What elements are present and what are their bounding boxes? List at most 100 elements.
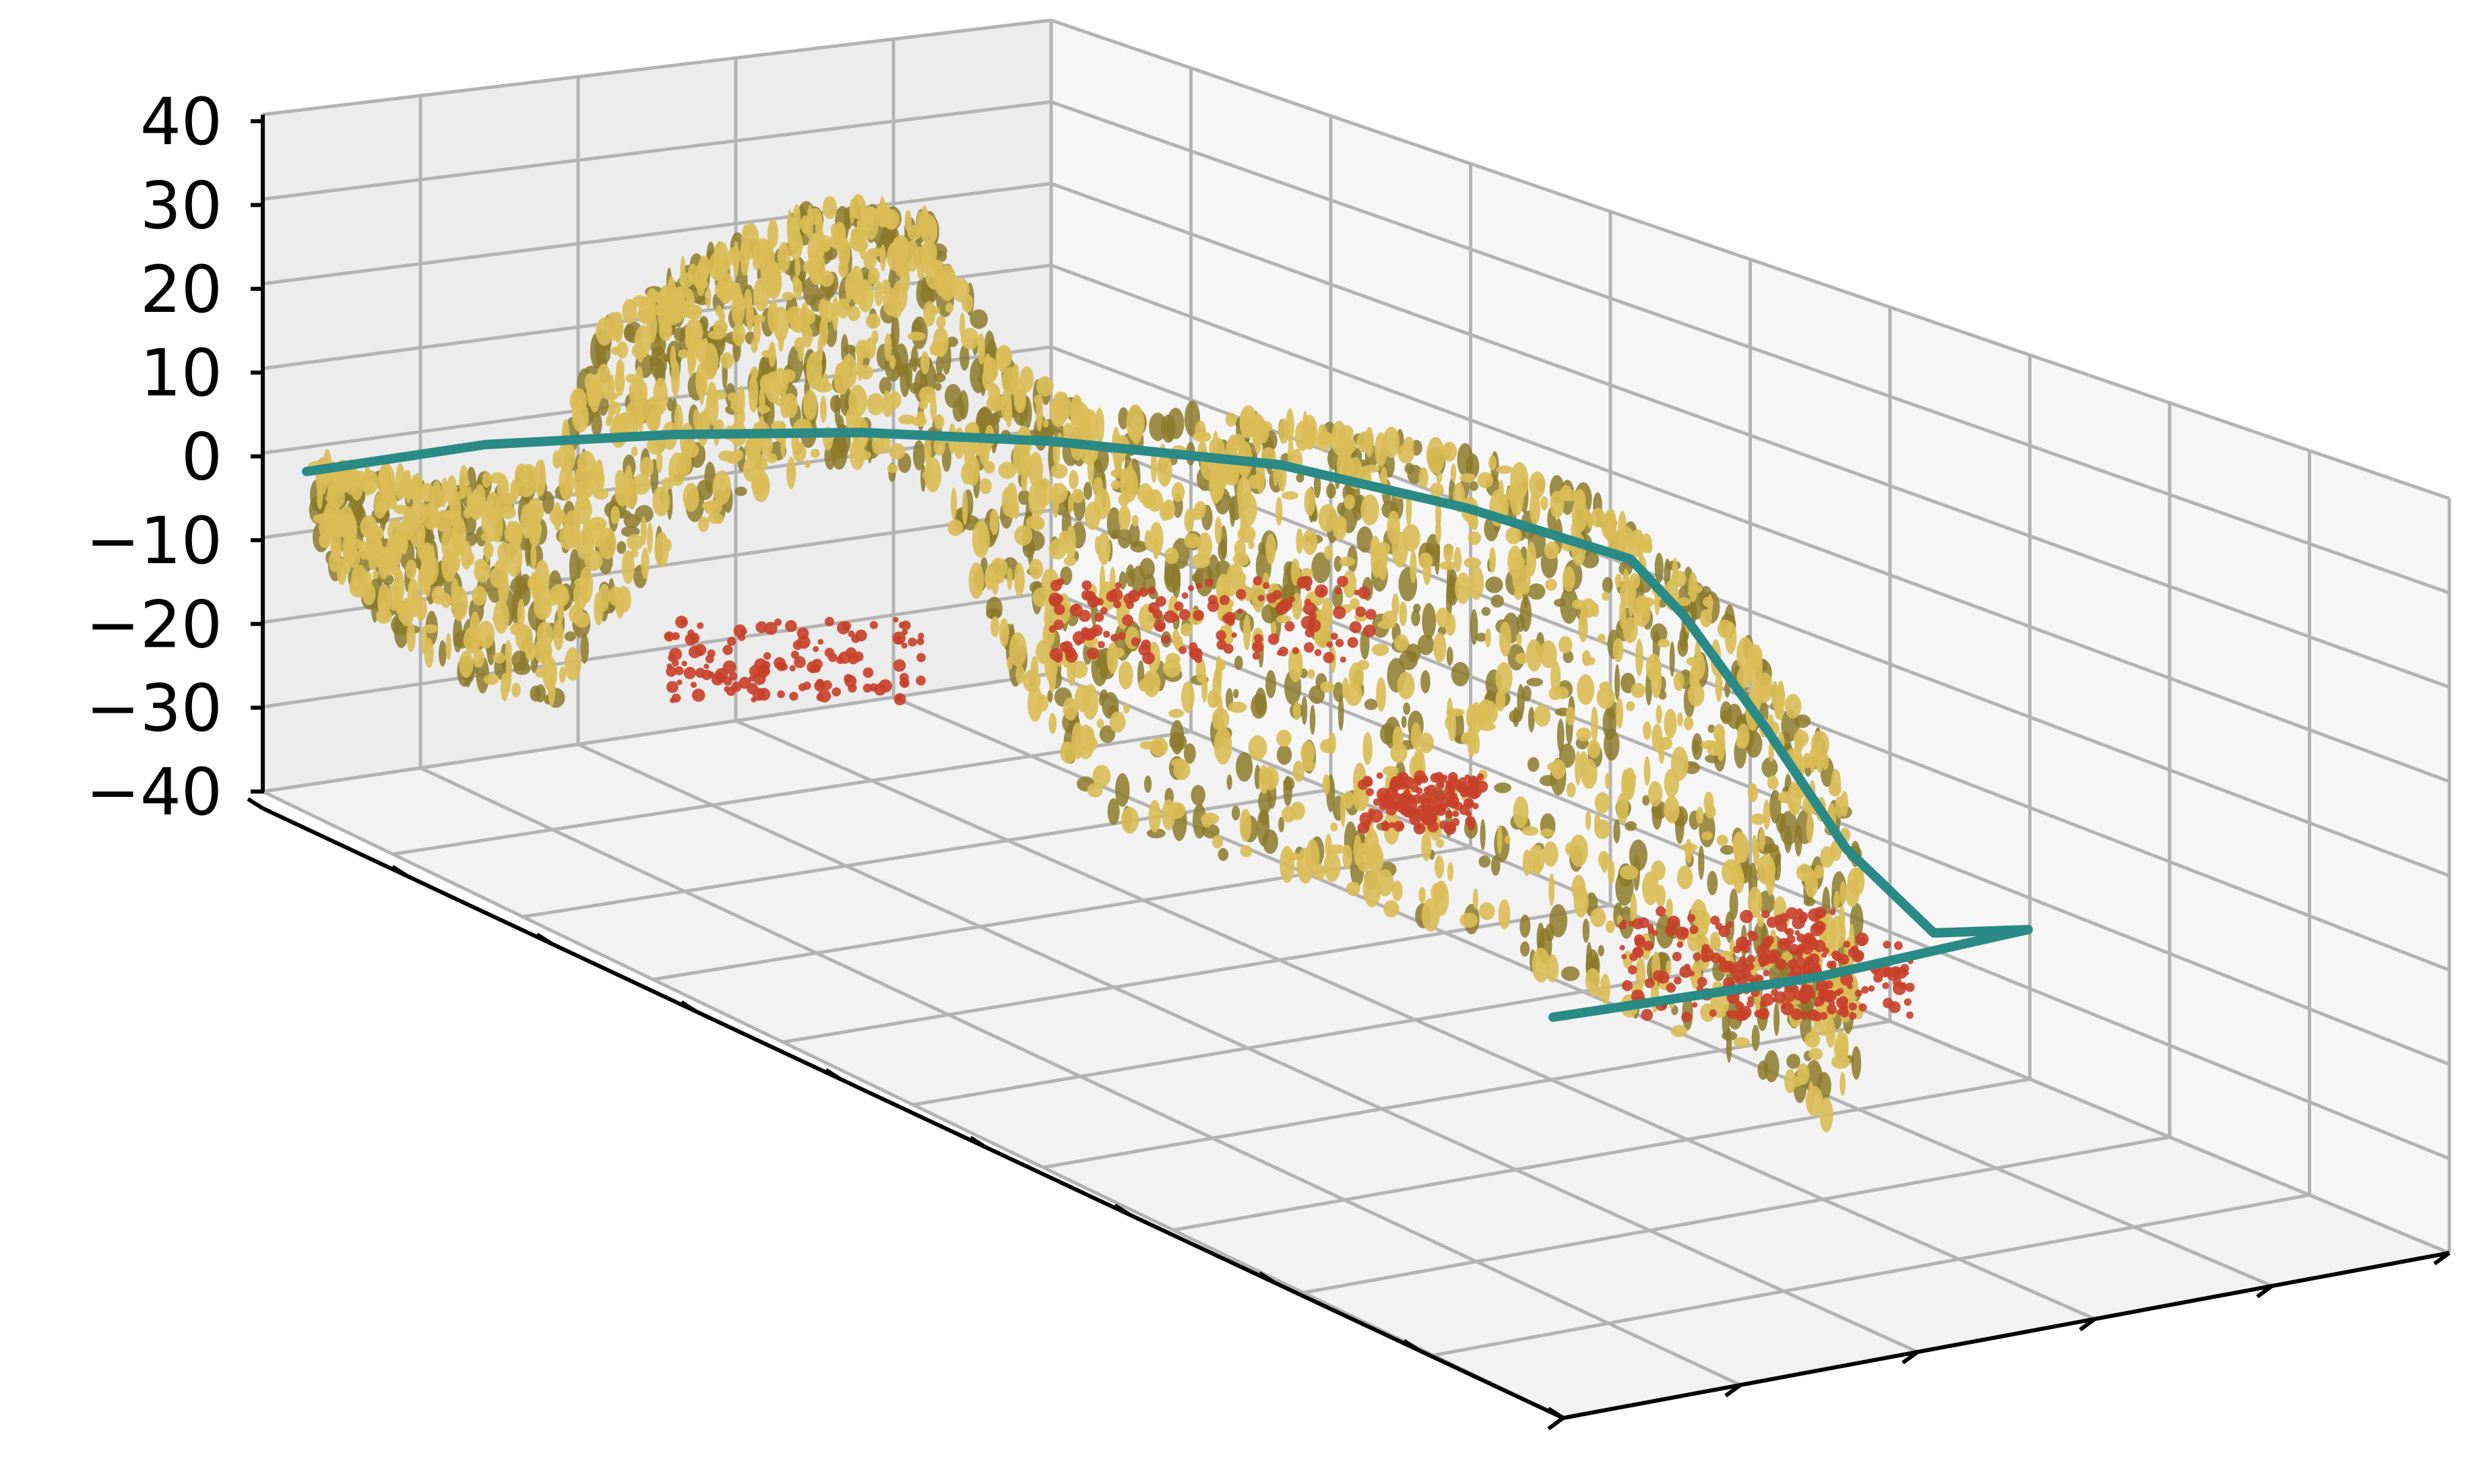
cloud-point xyxy=(1478,902,1495,920)
outlier-point xyxy=(1059,641,1070,652)
cloud-point xyxy=(1118,661,1133,690)
cloud-point xyxy=(1317,432,1335,445)
cloud-point xyxy=(947,519,964,536)
cloud-point xyxy=(1015,665,1025,684)
outlier-point xyxy=(1667,915,1680,929)
cloud-point xyxy=(698,516,710,532)
cloud-point xyxy=(1069,470,1079,490)
cloud-point xyxy=(407,578,419,608)
cloud-point xyxy=(746,299,754,332)
outlier-point xyxy=(1817,989,1830,1001)
cloud-point xyxy=(1418,467,1428,488)
cloud-point xyxy=(1828,782,1842,797)
cloud-point xyxy=(422,624,439,633)
outlier-point xyxy=(803,681,811,690)
cloud-point xyxy=(1242,614,1251,651)
outlier-point xyxy=(1363,777,1373,787)
cloud-point xyxy=(1716,835,1728,846)
cloud-point xyxy=(1417,634,1435,655)
cloud-point xyxy=(1009,379,1017,388)
cloud-point xyxy=(1259,421,1269,444)
outlier-point xyxy=(1718,925,1730,938)
cloud-point xyxy=(718,309,725,325)
cloud-point xyxy=(1594,792,1610,814)
outlier-point xyxy=(1303,642,1315,653)
x-tick-mark xyxy=(1402,1338,1420,1352)
cloud-point xyxy=(1687,928,1700,952)
cloud-point xyxy=(1532,947,1550,983)
outlier-point xyxy=(1813,920,1826,934)
cloud-point xyxy=(1356,431,1373,453)
cloud-point xyxy=(865,313,881,329)
cloud-point xyxy=(886,214,898,230)
cloud-point xyxy=(990,557,1008,579)
cloud-point xyxy=(1643,756,1651,786)
cloud-point xyxy=(868,267,880,285)
outlier-point xyxy=(1385,804,1397,816)
cloud-point xyxy=(1529,490,1541,525)
cloud-point xyxy=(1443,544,1454,562)
cloud-point xyxy=(1761,757,1778,778)
outlier-point xyxy=(1747,962,1755,971)
cloud-point xyxy=(1515,653,1529,664)
outlier-point xyxy=(1782,938,1792,948)
cloud-point xyxy=(1468,566,1484,600)
outlier-point xyxy=(1347,637,1358,648)
cloud-point xyxy=(752,470,770,503)
outlier-point xyxy=(1792,915,1805,930)
cloud-point xyxy=(1144,775,1152,793)
cloud-point xyxy=(1225,412,1237,427)
cloud-point xyxy=(1590,907,1606,928)
outlier-point xyxy=(1693,952,1702,961)
cloud-point xyxy=(879,377,892,395)
cloud-point xyxy=(445,633,451,660)
grid-line-back-horizontal xyxy=(262,590,1052,709)
cloud-point xyxy=(1169,733,1187,751)
cloud-point xyxy=(679,272,694,288)
outlier-point xyxy=(1710,953,1722,964)
outlier-point xyxy=(1807,953,1820,966)
cloud-point xyxy=(1614,573,1623,588)
cloud-point xyxy=(1383,426,1400,458)
outlier-point xyxy=(1069,604,1083,617)
outlier-point xyxy=(1800,938,1811,948)
cloud-point xyxy=(1362,732,1373,765)
cloud-point xyxy=(1324,546,1333,560)
outlier-point xyxy=(893,616,899,623)
outlier-point xyxy=(1289,596,1295,602)
cloud-point xyxy=(1244,587,1253,602)
outlier-point xyxy=(668,653,677,662)
cloud-point xyxy=(1436,472,1443,484)
cloud-point xyxy=(683,482,699,513)
cloud-point xyxy=(1816,756,1824,773)
outlier-point xyxy=(681,660,687,667)
cloud-point xyxy=(1504,835,1511,844)
cloud-point xyxy=(636,339,645,363)
cloud-point xyxy=(1094,656,1102,670)
cloud-point xyxy=(830,224,837,237)
cloud-point xyxy=(822,196,838,220)
cloud-point xyxy=(1623,777,1635,801)
cloud-point xyxy=(1144,530,1152,550)
cloud-point xyxy=(1520,941,1530,957)
cloud-point xyxy=(1371,643,1389,656)
cloud-point xyxy=(912,440,925,471)
outlier-point xyxy=(677,679,683,685)
outlier-point xyxy=(1257,595,1265,602)
cloud-point xyxy=(1071,488,1084,503)
cloud-point xyxy=(1635,639,1643,676)
cloud-point xyxy=(1126,404,1145,442)
cloud-point xyxy=(1430,482,1444,498)
cloud-point xyxy=(933,436,946,456)
cloud-point xyxy=(1670,1025,1687,1037)
cloud-point xyxy=(979,478,992,494)
x-tick-mark xyxy=(969,1136,986,1149)
cloud-point xyxy=(1481,607,1491,616)
cloud-point xyxy=(441,478,448,495)
cloud-point xyxy=(1036,394,1043,432)
cloud-point xyxy=(977,333,986,365)
outlier-point xyxy=(1763,969,1769,977)
outlier-point xyxy=(1843,940,1850,948)
cloud-point xyxy=(535,668,546,678)
cloud-point xyxy=(1251,577,1265,613)
